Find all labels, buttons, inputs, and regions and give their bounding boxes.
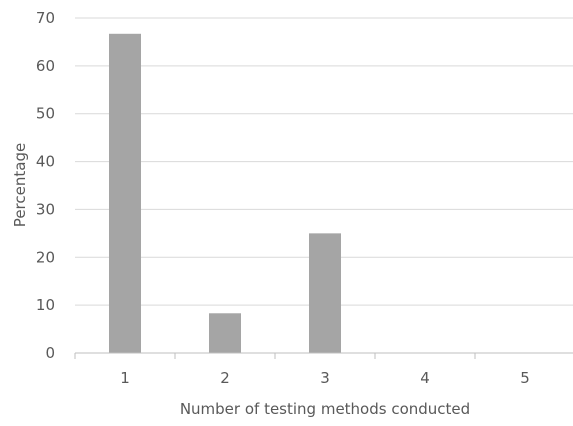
x-axis-title: Number of testing methods conducted (180, 400, 470, 418)
bar-3 (309, 233, 341, 353)
y-tick-label: 0 (45, 344, 55, 362)
y-axis-title: Percentage (11, 143, 29, 227)
x-tick-label: 5 (520, 369, 530, 387)
y-tick-label: 40 (36, 153, 55, 171)
x-tick-label: 2 (220, 369, 230, 387)
x-tick-label: 1 (120, 369, 130, 387)
y-tick-label: 60 (36, 57, 55, 75)
bar-2 (209, 313, 241, 353)
bar-1 (109, 33, 141, 354)
x-tick-labels: 1 2 3 4 5 (120, 369, 530, 387)
axes (74, 352, 573, 359)
y-tick-label: 10 (36, 296, 55, 314)
bars (109, 33, 341, 354)
y-tick-label: 20 (36, 248, 55, 266)
y-tick-label: 70 (36, 9, 55, 27)
x-tick-label: 3 (320, 369, 330, 387)
y-tick-label: 50 (36, 105, 55, 123)
y-tick-labels: 0 10 20 30 40 50 60 70 (36, 9, 55, 362)
gridlines (75, 17, 573, 306)
x-tick-label: 4 (420, 369, 430, 387)
y-tick-label: 30 (36, 200, 55, 218)
